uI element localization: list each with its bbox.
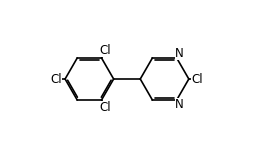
Text: Cl: Cl	[191, 73, 203, 85]
Text: Cl: Cl	[51, 73, 62, 85]
Text: N: N	[175, 47, 183, 60]
Text: Cl: Cl	[100, 101, 111, 114]
Text: N: N	[175, 98, 183, 111]
Text: Cl: Cl	[100, 44, 111, 57]
